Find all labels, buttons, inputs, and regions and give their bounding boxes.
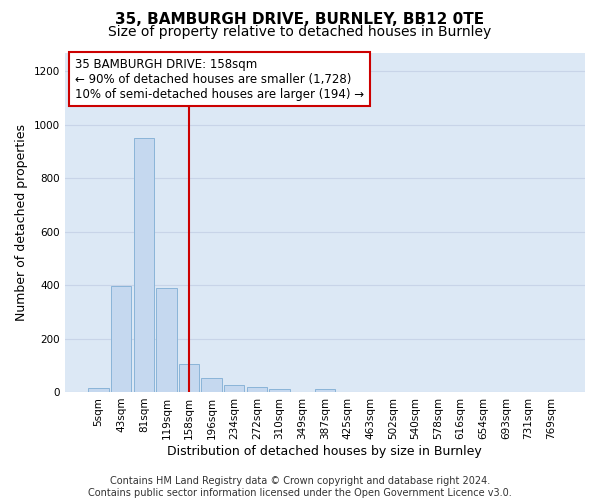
Bar — [314, 390, 335, 392]
Bar — [111, 286, 131, 392]
Bar — [224, 386, 244, 392]
Text: 35 BAMBURGH DRIVE: 158sqm
← 90% of detached houses are smaller (1,728)
10% of se: 35 BAMBURGH DRIVE: 158sqm ← 90% of detac… — [75, 58, 364, 100]
Bar — [179, 364, 199, 392]
Bar — [269, 389, 290, 392]
Bar — [247, 388, 267, 392]
Y-axis label: Number of detached properties: Number of detached properties — [15, 124, 28, 320]
Bar — [202, 378, 222, 392]
Text: 35, BAMBURGH DRIVE, BURNLEY, BB12 0TE: 35, BAMBURGH DRIVE, BURNLEY, BB12 0TE — [115, 12, 485, 28]
X-axis label: Distribution of detached houses by size in Burnley: Distribution of detached houses by size … — [167, 444, 482, 458]
Bar — [134, 138, 154, 392]
Bar — [156, 288, 176, 392]
Text: Contains HM Land Registry data © Crown copyright and database right 2024.
Contai: Contains HM Land Registry data © Crown c… — [88, 476, 512, 498]
Text: Size of property relative to detached houses in Burnley: Size of property relative to detached ho… — [109, 25, 491, 39]
Bar — [88, 388, 109, 392]
